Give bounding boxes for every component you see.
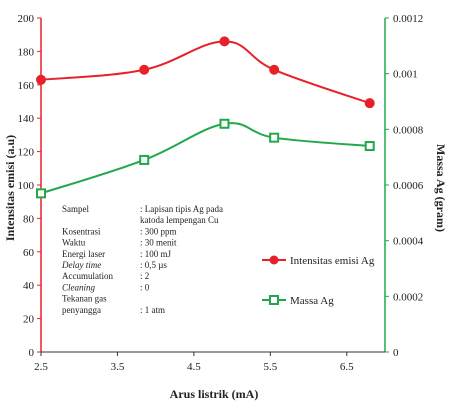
series-1-point <box>269 64 280 75</box>
legend-swatch-marker <box>269 295 279 305</box>
info-key: Cleaning <box>62 282 95 292</box>
x-tick-label: 2.5 <box>34 361 48 373</box>
y-left-tick-label: 200 <box>18 13 35 25</box>
y-right-tick-label: 0.0008 <box>393 124 424 136</box>
info-key: Waktu <box>62 238 86 248</box>
info-value: : 30 menit <box>140 238 177 248</box>
info-value: : 0,5 µs <box>140 260 167 270</box>
series-1-point <box>364 98 375 109</box>
legend-swatch-marker <box>269 255 279 265</box>
legend-label: Intensitas emisi Ag <box>290 255 375 267</box>
y-left-tick-label: 40 <box>23 280 35 292</box>
info-value: : 0 <box>140 282 150 292</box>
info-key: Tekanan gas <box>62 294 107 304</box>
y-right-tick-label: 0.0012 <box>393 13 423 25</box>
y-axis-right-label: Massa Ag (gram) <box>434 144 448 232</box>
axis-ticks: 0 20 40 60 80 100 120 140 160 180 200 0 0.0002 0.0004… <box>18 13 424 373</box>
info-key: Sampel <box>62 204 89 214</box>
info-value: katoda lempengan Cu <box>140 215 219 225</box>
y-right-tick-label: 0.0006 <box>393 180 424 192</box>
info-value: : 100 mJ <box>140 249 172 259</box>
y-left-tick-label: 160 <box>18 80 35 92</box>
y-left-tick-label: 20 <box>23 314 35 326</box>
y-left-tick-label: 0 <box>29 347 35 359</box>
x-tick-label: 5.5 <box>263 361 277 373</box>
info-value: : 300 ppm <box>140 226 177 236</box>
info-key: Energi laser <box>62 249 105 259</box>
series-1-point <box>139 64 150 75</box>
series-2-point <box>36 188 46 199</box>
info-box: Sampel : Lapisan tipis Ag pada katoda lem… <box>61 204 223 315</box>
info-key: Kosentrasi <box>62 226 101 236</box>
info-value: : Lapisan tipis Ag pada <box>140 204 223 214</box>
series-2-point <box>139 154 150 165</box>
y-right-tick-label: 0 <box>393 347 399 359</box>
series-2-point <box>219 118 230 129</box>
series-2-point <box>364 141 375 152</box>
legend-label: Massa Ag <box>290 295 334 307</box>
y-right-tick-label: 0.0004 <box>393 236 424 248</box>
y-left-tick-label: 180 <box>18 46 35 58</box>
info-key: Delay time <box>61 260 101 270</box>
y-left-tick-label: 140 <box>18 113 35 125</box>
info-key: penyangga <box>62 305 101 315</box>
y-right-tick-label: 0.001 <box>393 69 418 81</box>
x-tick-label: 4.5 <box>187 361 201 373</box>
info-value: : 2 <box>140 271 149 281</box>
series-2-point <box>269 132 280 143</box>
y-left-tick-label: 120 <box>18 147 35 159</box>
x-axis-label: Arus listrik (mA) <box>170 387 259 401</box>
y-left-tick-label: 60 <box>23 247 35 259</box>
y-axis-left-label: Intensitas emisi (a.u) <box>3 135 17 241</box>
x-tick-label: 3.5 <box>111 361 125 373</box>
series-1-point <box>219 36 230 47</box>
info-value: : 1 atm <box>140 305 165 315</box>
series-1-point <box>36 74 46 85</box>
x-tick-label: 6.5 <box>340 361 354 373</box>
y-left-tick-label: 100 <box>18 180 35 192</box>
y-right-tick-label: 0.0002 <box>393 291 423 303</box>
y-left-tick-label: 80 <box>23 213 35 225</box>
info-key: Accumulation <box>62 271 113 281</box>
series-layer <box>36 36 375 199</box>
legend: Intensitas emisi Ag Massa Ag <box>262 255 375 307</box>
